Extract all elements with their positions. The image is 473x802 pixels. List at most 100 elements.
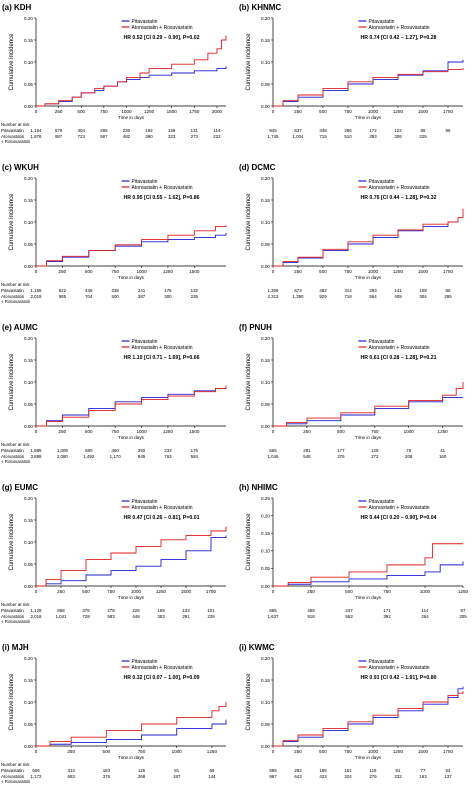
y-axis-label: Cumulative incidence bbox=[9, 513, 15, 571]
legend-label: Atorvastatin + Rosuvastatin bbox=[369, 25, 430, 31]
x-tick-label: 750 bbox=[107, 589, 115, 594]
chart-svg: (b) KHNMC 0.00 0.05 0.10 0.15 0.20 0 250 500 750 1… bbox=[239, 3, 464, 139]
x-tick-label: 0 bbox=[272, 749, 275, 754]
panel-khnmc: (b) KHNMC 0.00 0.05 0.10 0.15 0.20 0 250 500 750 1… bbox=[237, 0, 473, 160]
risk-table-row-label: Pitavastatin bbox=[1, 288, 24, 293]
risk-table-value: 997 bbox=[269, 774, 277, 779]
chart-svg: (e) AUMC 0.00 0.05 0.10 0.15 0.20 0 250 500 750 10… bbox=[1, 323, 227, 464]
risk-table-row-label: + Rosuvastatin bbox=[1, 459, 31, 464]
risk-table-value: 122 bbox=[394, 128, 402, 133]
risk-table-value: 482 bbox=[123, 134, 131, 139]
x-tick-label: 500 bbox=[319, 109, 327, 114]
risk-table-value: 1,154 bbox=[31, 128, 43, 133]
x-tick-label: 250 bbox=[294, 749, 302, 754]
risk-table-value: 723 bbox=[78, 134, 86, 139]
risk-table-value: 276 bbox=[369, 774, 377, 779]
y-tick-label: 0.10 bbox=[24, 60, 33, 65]
x-tick-label: 1000 bbox=[368, 109, 379, 114]
x-tick-label: 1250 bbox=[393, 749, 404, 754]
risk-table-value: 292 bbox=[294, 768, 302, 773]
risk-table-value: 293 bbox=[369, 288, 377, 293]
series-line-pitavastatin bbox=[36, 719, 227, 747]
x-axis-label: Time in days bbox=[355, 435, 382, 440]
y-tick-label: 0.05 bbox=[261, 82, 270, 87]
panel-wkuh: (c) WKUH 0.00 0.05 0.10 0.15 0.20 0 250 500 750 10… bbox=[0, 160, 236, 320]
x-tick-label: 500 bbox=[319, 269, 327, 274]
risk-table-value: 2,080 bbox=[57, 454, 69, 459]
risk-table-value: 278 bbox=[107, 608, 115, 613]
risk-table-header: Number at risk bbox=[1, 282, 30, 287]
legend-label: Pitavastatin bbox=[132, 659, 158, 665]
legend-label: Atorvastatin + Rosuvastatin bbox=[369, 505, 430, 511]
x-axis-label: Time in days bbox=[118, 115, 145, 120]
x-tick-label: 1500 bbox=[418, 749, 429, 754]
y-tick-label: 0.10 bbox=[24, 540, 33, 545]
y-tick-label: 0.20 bbox=[24, 16, 33, 21]
panel-label: (g) EUMC bbox=[2, 483, 38, 492]
x-tick-label: 1250 bbox=[393, 109, 404, 114]
x-tick-label: 0 bbox=[35, 269, 38, 274]
risk-table-value: 729 bbox=[82, 614, 90, 619]
y-tick-label: 0.05 bbox=[24, 242, 33, 247]
risk-table-value: 673 bbox=[294, 288, 302, 293]
risk-table-value: 596 bbox=[269, 768, 277, 773]
risk-table-value: 96 bbox=[446, 128, 451, 133]
panel-label: (e) AUMC bbox=[2, 323, 38, 332]
y-tick-label: 0.20 bbox=[261, 656, 270, 661]
chart-svg: (i) KWMC 0.00 0.05 0.10 0.15 0.20 0 250 500 750 10… bbox=[239, 643, 464, 779]
x-tick-label: 250 bbox=[59, 269, 67, 274]
risk-table-value: 353 bbox=[157, 614, 165, 619]
series-line-atorvastatin-rosuvastatin bbox=[273, 68, 464, 107]
series-line-atorvastatin-rosuvastatin bbox=[273, 382, 464, 427]
x-tick-label: 750 bbox=[371, 429, 379, 434]
y-tick-label: 0.20 bbox=[261, 513, 270, 518]
risk-table-header: Number at risk bbox=[1, 122, 30, 127]
x-tick-label: 750 bbox=[344, 749, 352, 754]
series-line-pitavastatin bbox=[36, 66, 227, 107]
y-tick-label: 0.00 bbox=[24, 744, 33, 749]
risk-table-value: 137 bbox=[444, 774, 452, 779]
x-tick-label: 500 bbox=[85, 429, 93, 434]
risk-table-value: 404 bbox=[78, 128, 86, 133]
panel-aumc: (e) AUMC 0.00 0.05 0.10 0.15 0.20 0 250 500 750 10… bbox=[0, 320, 236, 480]
legend-label: Pitavastatin bbox=[132, 19, 158, 25]
risk-table-value: 1,172 bbox=[31, 774, 43, 779]
series-line-atorvastatin-rosuvastatin bbox=[273, 691, 464, 747]
series-line-atorvastatin-rosuvastatin bbox=[273, 543, 463, 587]
risk-table-value: 683 bbox=[68, 774, 76, 779]
chart-svg: (i) MJH 0.00 0.05 0.10 0.15 0.20 0 250 500 750 100… bbox=[1, 643, 227, 784]
risk-table-value: 108 bbox=[419, 288, 427, 293]
y-tick-label: 0.15 bbox=[24, 358, 33, 363]
legend-label: Atorvastatin + Rosuvastatin bbox=[369, 185, 430, 191]
risk-table-value: 3,899 bbox=[31, 454, 43, 459]
legend-label: Atorvastatin + Rosuvastatin bbox=[132, 665, 193, 671]
risk-table-value: 945 bbox=[138, 454, 146, 459]
hazard-ratio-annotation: HR 0.52 [CI 0.29 – 0.90], P=0.02 bbox=[124, 35, 200, 41]
hazard-ratio-annotation: HR 0.91 [CI 0.42 – 1.91], P=0.80 bbox=[361, 675, 437, 681]
x-tick-label: 1000 bbox=[121, 109, 132, 114]
x-tick-label: 1750 bbox=[189, 109, 200, 114]
y-tick-label: 0.20 bbox=[261, 336, 270, 341]
risk-table-value: 176 bbox=[164, 288, 172, 293]
x-tick-label: 1500 bbox=[418, 109, 429, 114]
legend-label: Atorvastatin + Rosuvastatin bbox=[132, 345, 193, 351]
risk-table-value: 235 bbox=[191, 294, 199, 299]
y-tick-label: 0.05 bbox=[261, 242, 270, 247]
risk-table-value: 41 bbox=[440, 448, 445, 453]
y-tick-label: 0.05 bbox=[261, 722, 270, 727]
x-axis-label: Time in days bbox=[355, 595, 382, 600]
y-tick-label: 0.10 bbox=[24, 380, 33, 385]
risk-table-value: 76 bbox=[406, 448, 411, 453]
risk-table-value: 704 bbox=[85, 294, 93, 299]
risk-table-value: 1,637 bbox=[268, 614, 280, 619]
x-tick-label: 250 bbox=[303, 429, 311, 434]
x-axis-label: Time in days bbox=[355, 115, 382, 120]
risk-table-row-label: Pitavastatin bbox=[1, 448, 24, 453]
y-tick-label: 0.20 bbox=[261, 176, 270, 181]
panel-kdh: (a) KDH 0.00 0.05 0.10 0.15 0.20 0 250 500 750 100… bbox=[0, 0, 236, 160]
risk-table-header: Number at risk bbox=[1, 442, 30, 447]
y-tick-label: 0.20 bbox=[24, 176, 33, 181]
risk-table-value: 1,046 bbox=[268, 454, 280, 459]
y-tick-label: 0.00 bbox=[261, 424, 270, 429]
x-tick-label: 0 bbox=[272, 109, 275, 114]
